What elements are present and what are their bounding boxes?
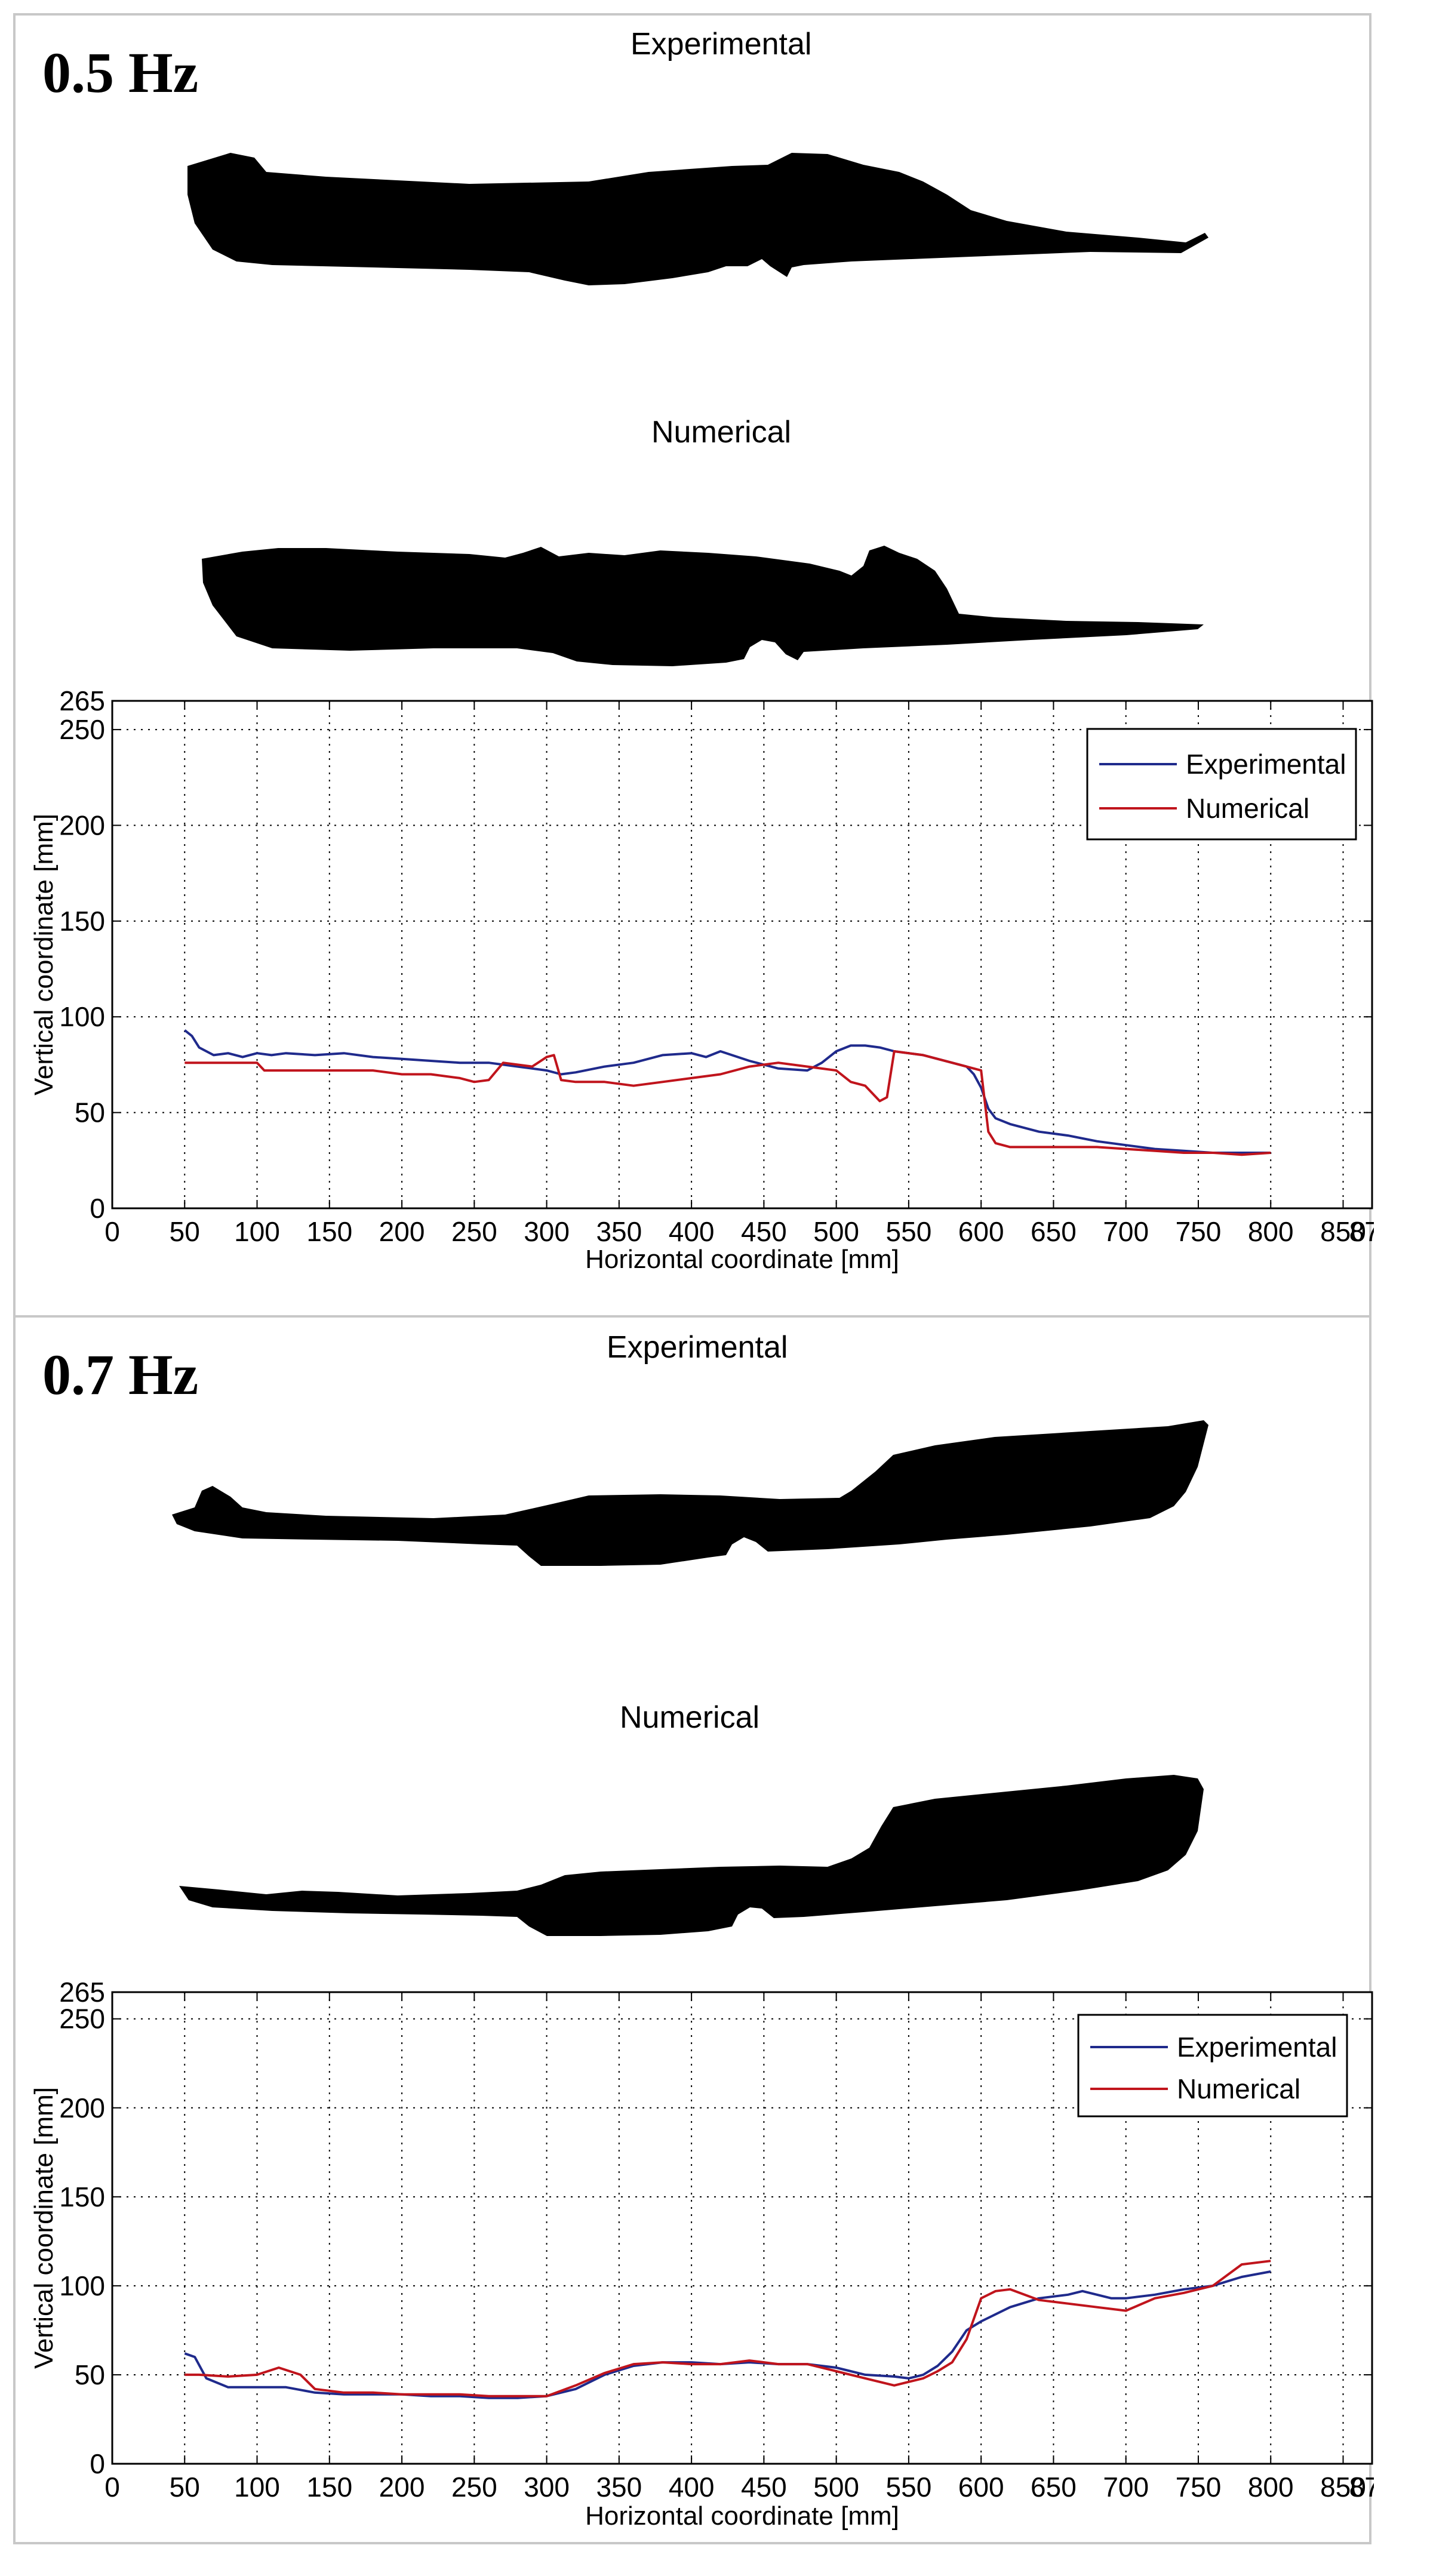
x-tick-label: 0 — [104, 1216, 120, 1247]
x-tick-label: 300 — [524, 2472, 570, 2503]
experimental-shape-title: Experimental — [631, 27, 812, 61]
series-line-numerical — [184, 2260, 1271, 2398]
y-tick-label: 150 — [59, 2181, 105, 2212]
x-tick-label: 300 — [524, 1216, 570, 1247]
y-tick-label: 50 — [75, 1097, 105, 1128]
series-layer — [184, 2260, 1271, 2399]
series-layer — [184, 1029, 1271, 1156]
x-tick-label: 600 — [958, 1216, 1004, 1247]
x-tick-label: 700 — [1103, 2472, 1149, 2503]
experimental-shape-image — [172, 1420, 1208, 1566]
x-tick-label: 400 — [669, 2472, 715, 2503]
chart-0-5hz: 0 50 100 150 200 250 300 350 400 450 500 550 600 650 7… — [29, 685, 1374, 1274]
y-tick-label: 50 — [75, 2359, 105, 2390]
y-tick-label: 265 — [59, 685, 105, 716]
legend-label-experimental: Experimental — [1186, 749, 1346, 780]
y-tick-label: 100 — [59, 1001, 105, 1032]
x-tick-label: 150 — [306, 2472, 352, 2503]
x-axis-title: Horizontal coordinate [mm] — [585, 1245, 899, 1274]
experimental-shape-title: Experimental — [607, 1330, 788, 1365]
x-tick-label: 450 — [741, 2472, 787, 2503]
x-tick-label: 700 — [1103, 1216, 1149, 1247]
y-tick-label: 200 — [59, 2092, 105, 2123]
x-tick-label: 870 — [1349, 2472, 1374, 2503]
x-tick-label: 400 — [669, 1216, 715, 1247]
frequency-label: 0.5 Hz — [42, 41, 199, 104]
x-tick-label: 600 — [958, 2472, 1004, 2503]
x-tick-label: 50 — [170, 1216, 200, 1247]
x-tick-label: 200 — [379, 1216, 425, 1247]
x-tick-label: 650 — [1031, 2472, 1077, 2503]
panel-0-7hz: 0.7 Hz Experimental Numerical 0 50 100 150 2… — [13, 1318, 1374, 2544]
x-tick-label: 750 — [1176, 2472, 1222, 2503]
numerical-shape-image — [202, 546, 1204, 666]
x-tick-label: 0 — [104, 2472, 120, 2503]
x-tick-label: 550 — [886, 1216, 932, 1247]
x-tick-label: 850 — [1320, 2472, 1366, 2503]
x-tick-label: 350 — [596, 2472, 642, 2503]
x-tick-label: 550 — [886, 2472, 932, 2503]
legend-box — [1077, 2014, 1348, 2118]
legend-box — [1086, 728, 1357, 841]
x-tick-label: 50 — [170, 2472, 200, 2503]
x-tick-label: 800 — [1248, 2472, 1294, 2503]
series-line-experimental — [184, 1029, 1271, 1154]
x-tick-label: 500 — [813, 2472, 859, 2503]
x-tick-label: 450 — [741, 1216, 787, 1247]
y-tick-label: 0 — [90, 1193, 105, 1224]
x-tick-label: 500 — [813, 1216, 859, 1247]
x-axis-title: Horizontal coordinate [mm] — [585, 2501, 899, 2531]
x-tick-label: 750 — [1176, 1216, 1222, 1247]
frequency-label: 0.7 Hz — [42, 1343, 199, 1407]
y-tick-label: 250 — [59, 2003, 105, 2035]
x-tick-label: 250 — [451, 1216, 497, 1247]
panel-0-5hz: 0.5 Hz Experimental Numerical 0 50 100 150 2… — [13, 13, 1374, 1318]
y-tick-label: 265 — [59, 1977, 105, 2008]
grid-layer — [112, 701, 1372, 1208]
experimental-shape-image — [187, 153, 1208, 285]
x-tick-label: 150 — [306, 1216, 352, 1247]
legend-label-experimental: Experimental — [1177, 2032, 1337, 2063]
y-axis-title: Vertical coordinate [mm] — [29, 2087, 59, 2369]
tick-layer: 0 50 100 150 200 250 300 350 400 450 500 550 600 650 7… — [59, 1977, 1374, 2503]
y-tick-label: 250 — [59, 714, 105, 745]
y-tick-label: 0 — [90, 2448, 105, 2479]
x-tick-label: 100 — [234, 1216, 280, 1247]
legend: Experimental Numerical — [1077, 2014, 1348, 2118]
y-tick-label: 200 — [59, 810, 105, 841]
legend-label-numerical: Numerical — [1177, 2073, 1300, 2104]
legend-label-numerical: Numerical — [1186, 793, 1309, 824]
legend: Experimental Numerical — [1086, 728, 1357, 841]
y-axis-title: Vertical coordinate [mm] — [29, 814, 59, 1095]
tick-layer: 0 50 100 150 200 250 300 350 400 450 500 550 600 650 7… — [59, 685, 1374, 1247]
x-tick-label: 100 — [234, 2472, 280, 2503]
chart-0-7hz: 0 50 100 150 200 250 300 350 400 450 500 550 600 650 7… — [29, 1977, 1374, 2531]
y-tick-label: 150 — [59, 906, 105, 937]
series-line-numerical — [184, 1050, 1271, 1156]
x-tick-label: 800 — [1248, 1216, 1294, 1247]
x-tick-label: 350 — [596, 1216, 642, 1247]
x-tick-label: 850 — [1320, 1216, 1366, 1247]
x-tick-label: 870 — [1349, 1216, 1374, 1247]
numerical-shape-title: Numerical — [651, 415, 792, 450]
x-tick-label: 250 — [451, 2472, 497, 2503]
x-tick-label: 200 — [379, 2472, 425, 2503]
numerical-shape-title: Numerical — [620, 1700, 760, 1735]
y-tick-label: 100 — [59, 2270, 105, 2301]
numerical-shape-image — [179, 1775, 1204, 1936]
x-tick-label: 650 — [1031, 1216, 1077, 1247]
